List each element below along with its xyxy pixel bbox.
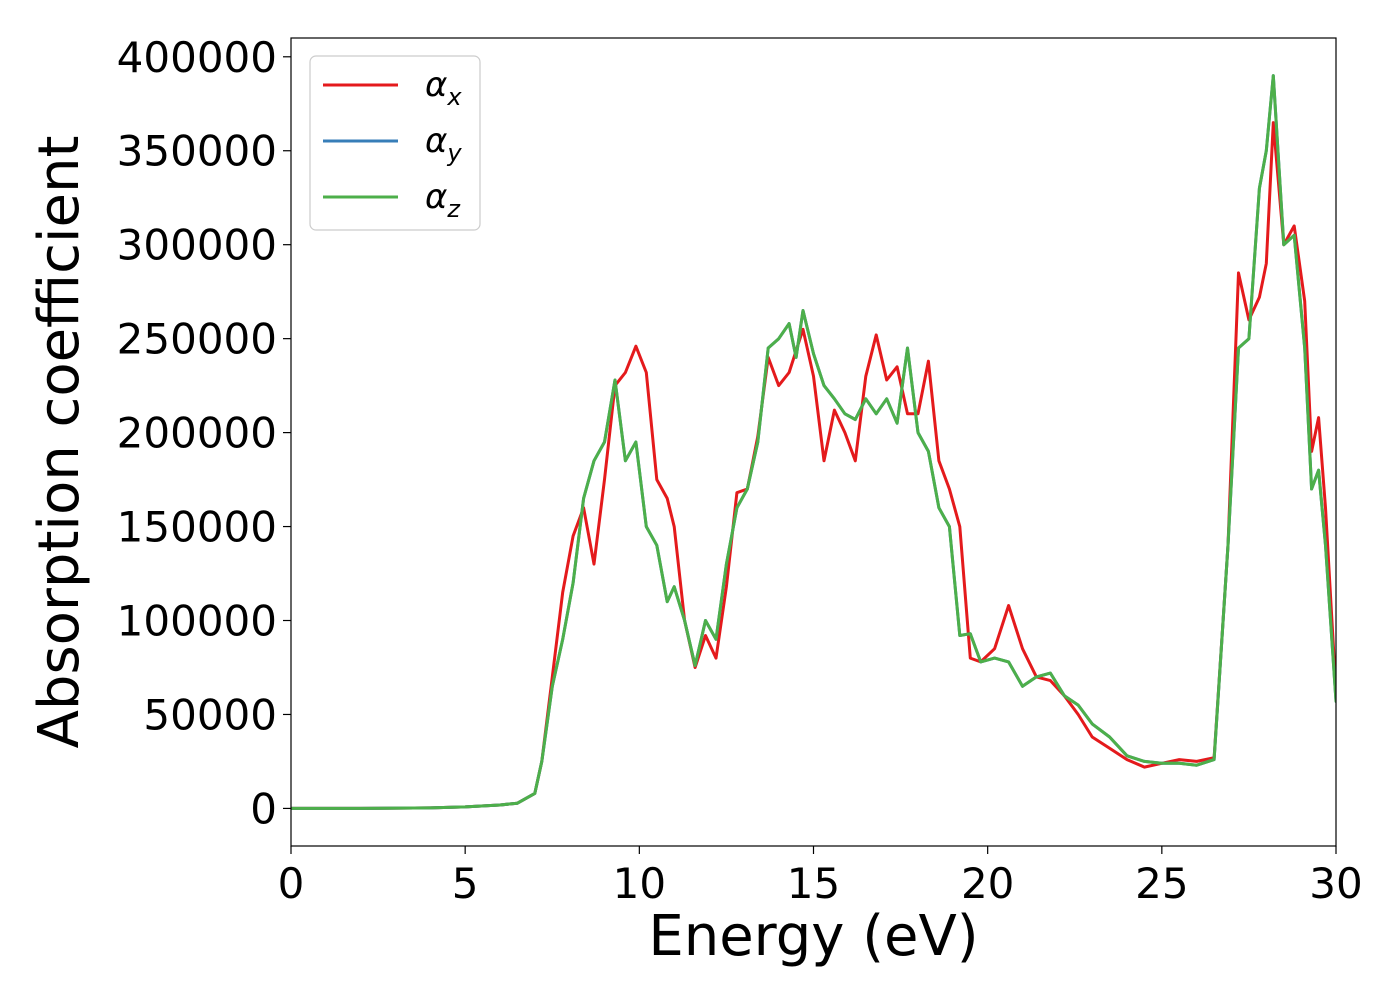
legend-label: αy bbox=[425, 121, 462, 167]
y-tick-label: 0 bbox=[250, 784, 277, 833]
x-tick-label: 20 bbox=[961, 859, 1014, 908]
legend-box bbox=[309, 55, 481, 231]
legend-item-x: αx bbox=[323, 65, 462, 111]
x-tick-label: 25 bbox=[1135, 859, 1188, 908]
x-axis-title: Energy (eV) bbox=[648, 904, 978, 969]
y-tick-label: 400000 bbox=[117, 33, 277, 82]
legend-item-z: αz bbox=[323, 177, 461, 223]
x-tick-label: 0 bbox=[278, 859, 305, 908]
y-tick-label: 100000 bbox=[117, 597, 277, 646]
plot-lines bbox=[291, 74, 1336, 810]
legend-label: αz bbox=[425, 177, 461, 223]
legend-label: αx bbox=[425, 65, 462, 111]
x-tick-label: 30 bbox=[1309, 859, 1362, 908]
legend: αx αy αz bbox=[309, 55, 481, 231]
x-tick-label: 10 bbox=[613, 859, 666, 908]
y-tick-label: 150000 bbox=[117, 503, 277, 552]
y-axis: 0 50000 100000 150000 200000 250000 300000 3500… bbox=[117, 33, 291, 833]
y-tick-label: 300000 bbox=[117, 221, 277, 270]
x-tick-label: 15 bbox=[787, 859, 840, 908]
x-tick-label: 5 bbox=[452, 859, 479, 908]
y-tick-label: 200000 bbox=[117, 409, 277, 458]
y-tick-label: 350000 bbox=[117, 127, 277, 176]
legend-item-y: αy bbox=[323, 121, 462, 167]
y-tick-label: 250000 bbox=[117, 315, 277, 364]
series-line-z bbox=[291, 74, 1336, 810]
y-tick-label: 50000 bbox=[143, 690, 277, 739]
y-axis-title: Absorption coefficient bbox=[27, 136, 92, 749]
x-axis: 0 5 10 15 20 25 30 bbox=[278, 846, 1363, 908]
